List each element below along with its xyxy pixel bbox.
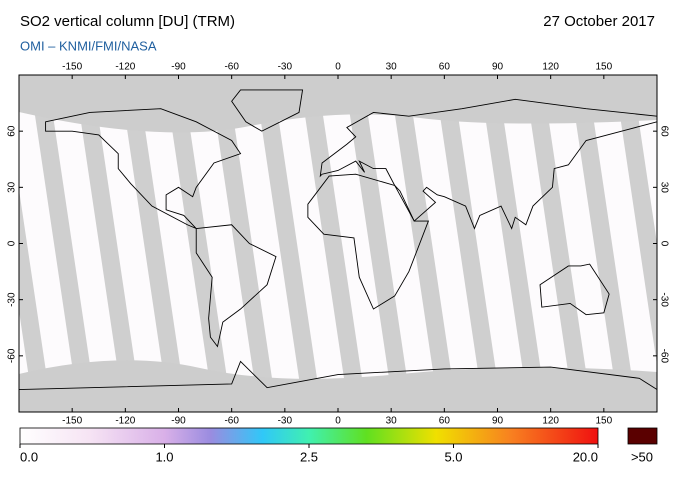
lon-tick-label: -150 [62,416,82,427]
lon-tick-label: 30 [386,416,398,427]
orbit-gap [389,75,457,412]
orbit-gap [29,75,97,412]
lon-tick-label: 150 [595,62,612,73]
coastline [319,98,657,230]
coastline [45,108,242,229]
lon-tick-label: 60 [439,416,451,427]
lon-tick-label: 120 [542,416,559,427]
orbit-gap [119,75,187,412]
lon-tick-label: -120 [115,62,135,73]
orbit-gap [344,75,412,412]
orbit-gap [19,189,52,412]
orbit-gap [434,75,502,412]
lon-tick-label: -90 [171,416,186,427]
lon-tick-label: 90 [492,62,504,73]
lon-tick-label: -150 [62,62,82,73]
lon-tick-label: -60 [224,416,239,427]
orbit-gap [299,75,367,412]
colorbar-label: 20.0 [573,449,598,464]
lon-tick-label: 60 [439,62,451,73]
orbit-gap [209,75,277,412]
date: 27 October 2017 [543,13,655,30]
lon-tick-label: 120 [542,62,559,73]
orbit-gap [479,75,547,412]
lon-tick-label: -120 [115,416,135,427]
coastline [307,173,430,310]
coastline [231,89,304,132]
orbit-gap [524,75,592,412]
orbit-gap [614,75,657,365]
orbit-gap [569,75,637,412]
orbit-gap [254,75,322,412]
map [19,75,657,412]
lat-tick-label: -60 [658,349,669,364]
lon-tick-label: -90 [171,62,186,73]
lat-tick-label: -30 [658,292,669,307]
lon-tick-label: 90 [492,416,504,427]
colorbar-label: 1.0 [155,449,173,464]
coastline [195,224,277,348]
lat-tick-label: 60 [7,125,18,137]
colorbar-overflow [627,427,658,445]
colorbar-label: 0.0 [20,449,38,464]
lon-tick-label: 30 [386,62,398,73]
colorbar-label: 5.0 [444,449,462,464]
lon-tick-label: 150 [595,416,612,427]
lon-tick-label: 0 [335,62,341,73]
lat-tick-label: -30 [7,292,18,307]
orbit-gap [164,75,232,412]
lon-tick-label: -30 [278,62,293,73]
polar-no-data [19,75,657,133]
colorbar-label: 2.5 [300,449,318,464]
lon-tick-label: -30 [278,416,293,427]
lon-tick-label: 0 [335,416,341,427]
lat-tick-label: 0 [7,240,18,246]
lat-tick-label: 30 [7,181,18,193]
lat-tick-label: 0 [658,241,669,247]
colorbar [19,427,599,445]
source: OMI – KNMI/FMI/NASA [20,38,157,53]
lat-tick-label: -60 [7,348,18,363]
lat-tick-label: 30 [658,182,669,194]
orbit-gap [74,75,142,412]
title: SO2 vertical column [DU] (TRM) [20,13,235,30]
lat-tick-label: 60 [658,126,669,138]
overflow-label: >50 [631,449,653,464]
coastline [539,263,610,316]
polar-no-data [19,360,657,412]
lon-tick-label: -60 [224,62,239,73]
coastline [19,360,657,412]
